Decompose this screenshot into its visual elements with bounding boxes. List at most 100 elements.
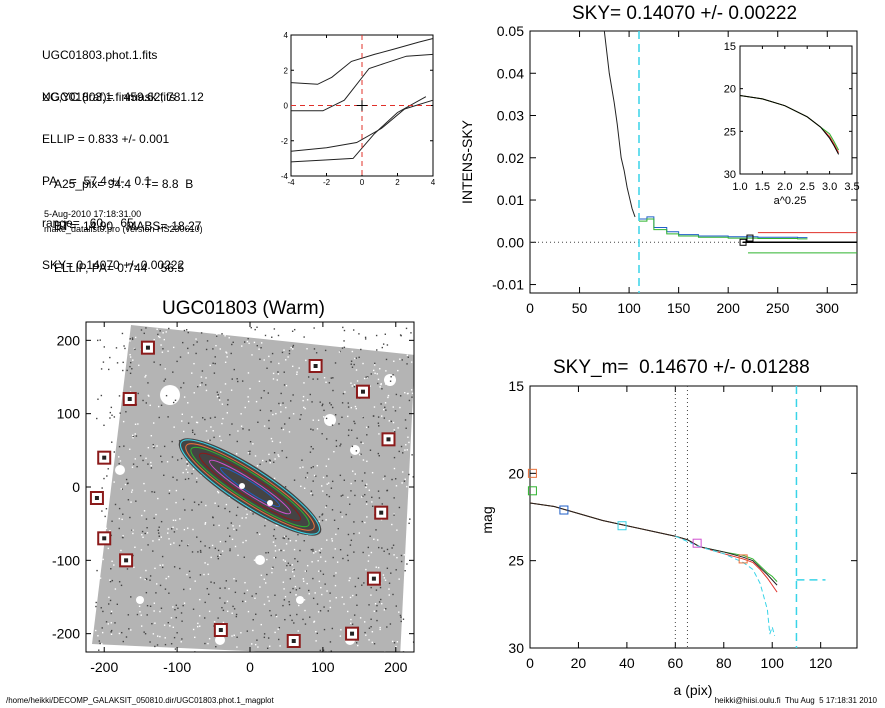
noise-pixel [308,589,310,592]
noise-pixel [316,464,319,467]
noise-pixel [398,611,400,613]
noise-pixel [370,373,372,375]
noise-pixel [221,403,224,405]
noise-pixel [349,544,352,546]
noise-pixel [204,418,206,421]
y-tick-label: -100 [52,552,80,568]
noise-pixel [385,358,388,361]
noise-pixel [290,346,292,349]
noise-pixel [393,467,396,470]
noise-pixel [118,507,121,510]
noise-pixel [152,443,154,446]
y-tick-label: -0.01 [492,277,524,293]
noise-pixel [298,367,300,369]
noise-pixel [382,478,385,480]
noise-pixel [147,382,149,384]
noise-pixel [365,483,368,485]
noise-pixel [184,509,186,511]
noise-pixel [100,394,103,397]
isophote-ellipse [220,466,280,508]
noise-pixel [96,569,98,572]
noise-pixel [326,590,328,592]
x-tick-label: 100 [617,300,641,316]
noise-pixel [256,344,259,347]
noise-pixel [268,419,270,422]
noise-pixel [243,341,246,343]
y-tick-label: 30 [724,169,736,181]
noise-pixel [101,631,104,634]
noise-pixel [126,568,129,570]
noise-pixel [95,529,97,531]
noise-pixel [318,549,321,552]
noise-pixel [228,510,231,513]
noise-pixel [103,424,105,427]
noise-pixel [395,569,397,571]
noise-pixel [287,538,290,540]
noise-pixel [303,580,305,583]
noise-pixel [302,618,304,621]
noise-pixel [153,602,156,604]
noise-pixel [271,352,274,355]
noise-pixel [107,623,109,625]
noise-pixel [388,588,390,590]
noise-pixel [251,595,253,597]
noise-pixel [125,653,126,654]
noise-pixel [408,399,411,402]
noise-pixel [343,479,346,481]
noise-pixel [310,492,312,495]
noise-pixel [329,402,331,404]
noise-pixel [164,588,167,590]
noise-pixel [153,610,155,612]
image-group [89,325,414,656]
noise-pixel [340,443,342,445]
noise-pixel [174,394,176,397]
noise-pixel [288,431,291,433]
noise-pixel [376,373,378,375]
noise-pixel [231,378,233,380]
noise-pixel [277,454,279,456]
noise-pixel [141,534,143,536]
noise-pixel [298,587,301,589]
noise-pixel [405,327,408,330]
noise-pixel [168,327,170,330]
noise-pixel [131,529,133,531]
noise-pixel [187,422,190,424]
noise-pixel [371,641,373,644]
noise-pixel [235,529,238,531]
noise-pixel [267,392,269,394]
noise-pixel [143,482,145,485]
noise-pixel [410,332,412,334]
noise-pixel [110,610,113,613]
noise-pixel [228,588,230,590]
noise-pixel [250,326,252,329]
noise-pixel [167,575,170,578]
noise-pixel [330,650,333,652]
noise-pixel [190,655,191,656]
noise-pixel [122,513,124,515]
noise-pixel [313,348,316,350]
noise-pixel [393,429,395,431]
noise-pixel [183,528,186,531]
profile-marker [559,505,569,515]
noise-pixel [374,603,377,605]
noise-pixel [118,527,120,530]
noise-pixel [283,599,286,601]
noise-pixel [391,547,393,549]
noise-pixel [379,586,382,589]
noise-pixel [157,405,160,408]
noise-pixel [342,557,344,560]
noise-pixel [367,376,369,378]
noise-pixel [227,399,229,401]
noise-pixel [129,338,131,340]
noise-pixel [175,604,178,606]
noise-pixel [197,622,199,625]
noise-pixel [375,529,377,531]
noise-pixel [402,471,404,473]
noise-pixel [242,541,244,544]
noise-pixel [129,516,131,519]
steps-blue [639,216,808,239]
noise-pixel [213,621,216,623]
galaxy-knot [267,500,273,506]
noise-pixel [244,600,247,603]
noise-pixel [159,584,162,587]
